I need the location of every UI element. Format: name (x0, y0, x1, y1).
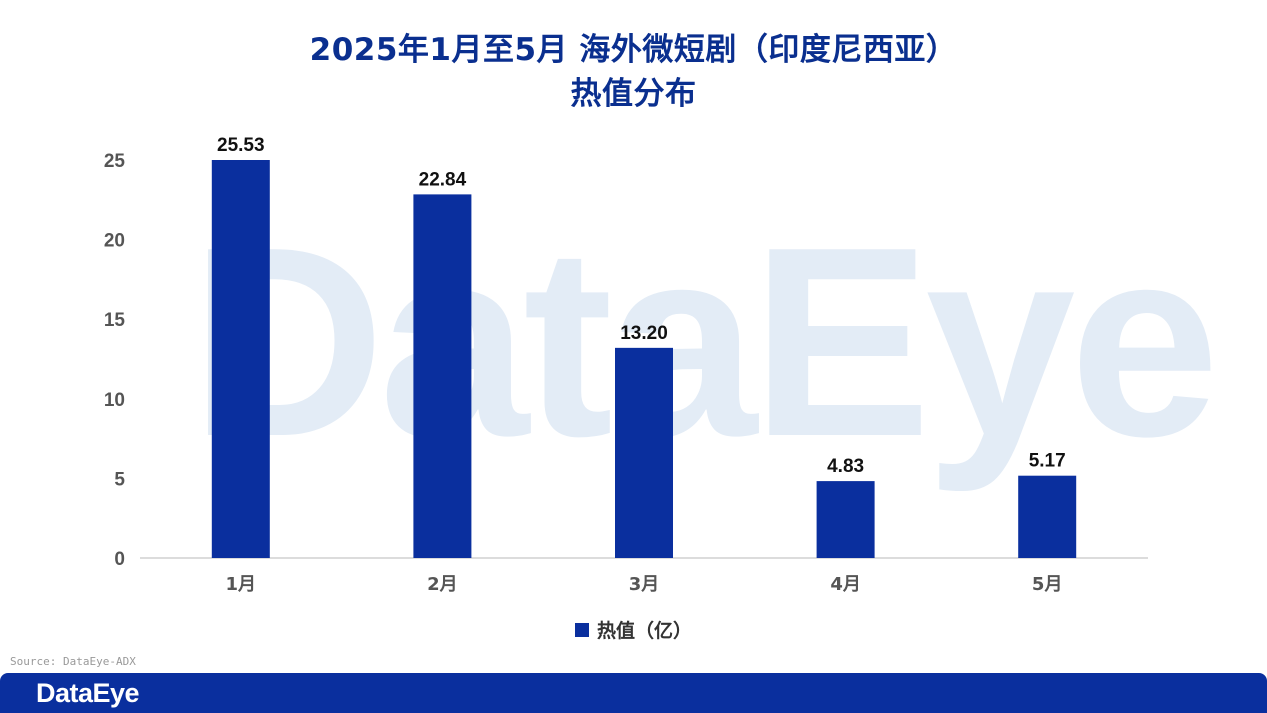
watermark-logo: DataEye (190, 192, 1214, 494)
bar (1018, 475, 1077, 558)
chart-title: 2025年1月至5月 海外微短剧（印度尼西亚） 热值分布 (0, 28, 1267, 116)
y-tick-label: 10 (104, 390, 125, 411)
x-tick-label: 4月 (830, 574, 861, 595)
bar-value-label: 22.84 (419, 169, 467, 190)
footer-logo: DataEye (36, 678, 140, 708)
x-tick-label: 5月 (1032, 574, 1063, 595)
x-tick-label: 3月 (629, 574, 660, 595)
chart-title-line2: 热值分布 (570, 76, 697, 112)
bar-value-label: 25.53 (217, 135, 265, 156)
bar-value-label: 4.83 (827, 456, 864, 477)
y-axis: 0 5 10 15 20 25 (104, 151, 126, 570)
legend: 热值（亿） (0, 616, 1267, 643)
y-tick-label: 0 (114, 549, 125, 570)
x-tick-label: 1月 (226, 574, 257, 595)
bar-value-label: 13.20 (620, 323, 668, 344)
legend-swatch (574, 622, 589, 637)
bar-value-label: 5.17 (1029, 451, 1066, 472)
source-note: Source: DataEye-ADX (10, 655, 136, 668)
bar (413, 194, 472, 558)
y-tick-label: 5 (114, 469, 125, 490)
bar (816, 481, 875, 558)
y-tick-label: 15 (104, 310, 126, 331)
y-tick-label: 25 (104, 151, 126, 172)
x-axis: 1月 2月 3月 4月 5月 (226, 574, 1063, 595)
footer-bar: DataEye (0, 673, 1267, 713)
chart-title-line1: 2025年1月至5月 海外微短剧（印度尼西亚） (309, 32, 958, 68)
bar (211, 160, 270, 558)
y-tick-label: 20 (104, 231, 125, 252)
x-tick-label: 2月 (427, 574, 458, 595)
bar (615, 347, 673, 558)
bar-series (211, 160, 1077, 558)
data-labels: 25.53 22.84 13.20 4.83 5.17 (217, 135, 1066, 477)
legend-label: 热值（亿） (596, 620, 692, 642)
